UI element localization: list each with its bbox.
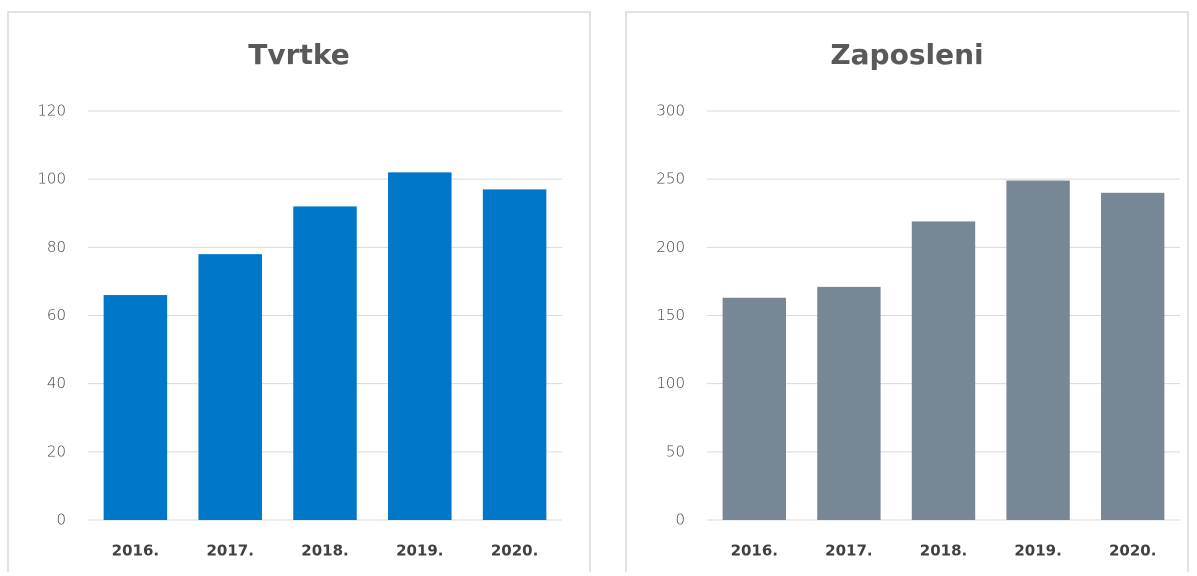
chart-title: Zaposleni (830, 38, 983, 71)
y-tick-label: 50 (666, 442, 685, 460)
bar (103, 295, 168, 520)
y-tick-label: 40 (47, 374, 66, 392)
y-tick-label: 0 (56, 511, 66, 529)
x-tick-label: 2017. (206, 542, 253, 560)
y-tick-label: 80 (47, 238, 66, 256)
x-tick-label: 2019. (1014, 542, 1061, 560)
x-tick-label: 2019. (396, 542, 443, 560)
bar (1101, 192, 1165, 521)
x-tick-label: 2018. (920, 542, 967, 560)
y-tick-label: 20 (47, 442, 66, 460)
y-tick-label: 60 (47, 306, 66, 324)
x-tick-label: 2017. (825, 542, 872, 560)
bar (722, 297, 786, 520)
x-tick-label: 2018. (301, 542, 348, 560)
x-tick-label: 2020. (1109, 542, 1156, 560)
bar (388, 172, 452, 520)
bar (293, 206, 357, 520)
y-tick-label: 150 (656, 306, 685, 324)
y-tick-label: 200 (656, 238, 685, 256)
bar (911, 221, 976, 520)
panel-frame (7, 11, 1189, 572)
bar (198, 254, 262, 520)
y-tick-label: 250 (656, 170, 685, 188)
x-tick-label: 2020. (491, 542, 538, 560)
x-tick-label: 2016. (112, 542, 159, 560)
x-tick-label: 2016. (731, 542, 778, 560)
y-tick-label: 0 (675, 511, 685, 529)
bar (482, 189, 547, 520)
y-tick-label: 100 (656, 374, 685, 392)
chart-title: Tvrtke (248, 38, 349, 71)
y-tick-label: 300 (656, 102, 685, 120)
y-tick-label: 100 (37, 170, 66, 188)
y-tick-label: 120 (37, 102, 66, 120)
bar (1006, 180, 1070, 520)
bar (817, 286, 881, 520)
